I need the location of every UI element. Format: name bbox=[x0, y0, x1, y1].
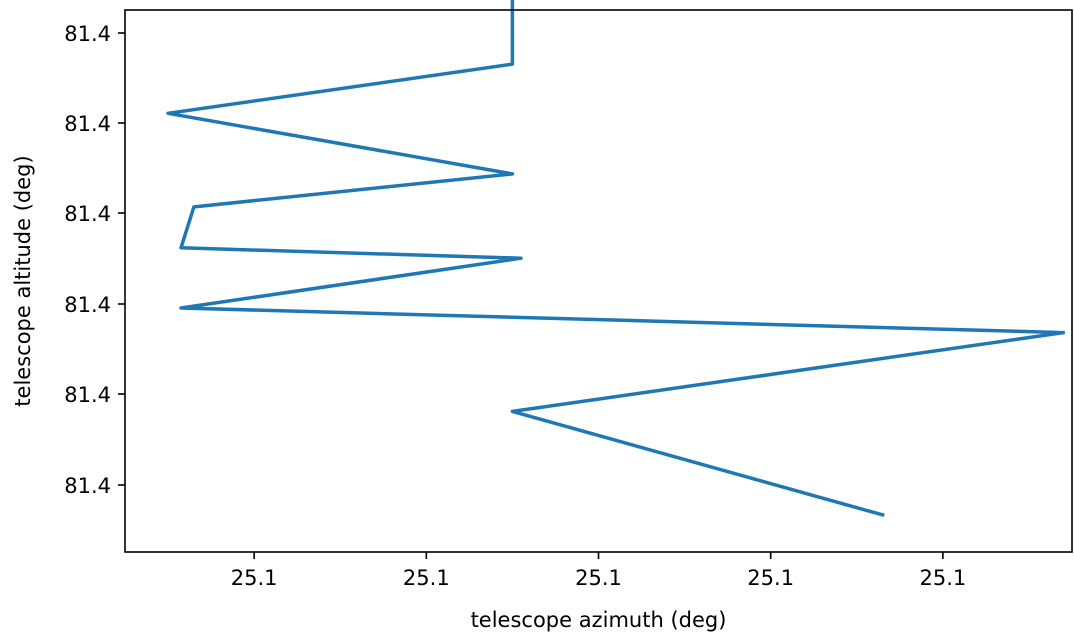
series-line bbox=[166, 0, 1066, 518]
x-tick-label: 25.1 bbox=[231, 566, 278, 590]
x-tick-label: 25.1 bbox=[403, 566, 450, 590]
plot-frame bbox=[124, 9, 1073, 553]
y-tick-label: 81.4 bbox=[64, 202, 111, 226]
plot-area bbox=[166, 0, 1066, 518]
y-tick-label: 81.4 bbox=[64, 22, 111, 46]
x-axis: 25.1 25.1 25.1 25.1 25.1 bbox=[231, 552, 966, 590]
y-tick-label: 81.4 bbox=[64, 112, 111, 136]
y-axis-label: telescope altitude (deg) bbox=[11, 155, 35, 406]
y-tick-label: 81.4 bbox=[64, 383, 111, 407]
x-axis-label: telescope azimuth (deg) bbox=[471, 608, 727, 632]
x-tick-label: 25.1 bbox=[919, 566, 966, 590]
y-tick-label: 81.4 bbox=[64, 293, 111, 317]
x-tick-label: 25.1 bbox=[747, 566, 794, 590]
x-tick-label: 25.1 bbox=[575, 566, 622, 590]
y-axis: 81.4 81.4 81.4 81.4 81.4 81.4 bbox=[64, 22, 125, 498]
y-tick-label: 81.4 bbox=[64, 474, 111, 498]
